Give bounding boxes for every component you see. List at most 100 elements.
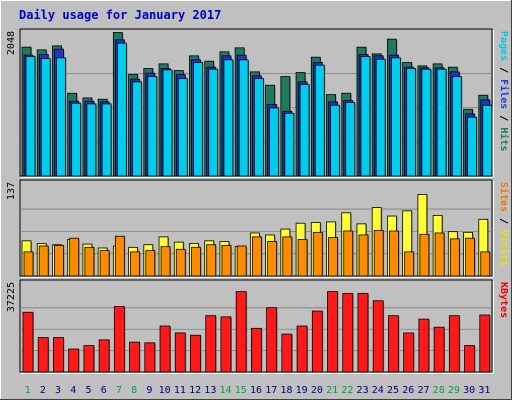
- bar-kbytes-21: [327, 291, 338, 373]
- bar-kbytes-6: [98, 339, 110, 373]
- bar-sites-28: [434, 232, 445, 277]
- bar-sites-13: [206, 244, 217, 277]
- y-max-label: 37225: [6, 282, 17, 312]
- bar-sites-11: [175, 248, 186, 277]
- bar-pages-15: [238, 59, 249, 177]
- legend-entry: Visits: [498, 230, 510, 266]
- x-tick-label-28: 28: [433, 385, 445, 396]
- bar-pages-14: [223, 59, 234, 177]
- x-tick-label-26: 26: [402, 385, 414, 396]
- x-tick-label-17: 17: [265, 385, 277, 396]
- x-tick-label-21: 21: [326, 385, 338, 396]
- bar-sites-24: [373, 229, 384, 277]
- bar-pages-24: [375, 58, 386, 177]
- bar-kbytes-1: [22, 311, 34, 373]
- bar-pages-17: [269, 107, 280, 177]
- bar-kbytes-8: [129, 341, 140, 373]
- x-tick-label-31: 31: [478, 385, 490, 396]
- bar-sites-31: [480, 251, 491, 277]
- bar-pages-20: [314, 64, 325, 177]
- x-tick-label-1: 1: [25, 385, 31, 396]
- x-tick-label-2: 2: [40, 385, 46, 396]
- legend-entry: Pages: [498, 31, 509, 61]
- x-tick-label-8: 8: [131, 385, 137, 396]
- bar-kbytes-19: [296, 325, 308, 373]
- bar-pages-10: [162, 69, 173, 177]
- bar-sites-18: [282, 236, 293, 277]
- chart-title: Daily usage for January 2017: [19, 8, 221, 22]
- bar-pages-1: [25, 56, 36, 177]
- bar-sites-1: [23, 251, 34, 277]
- bar-kbytes-9: [144, 342, 156, 373]
- bar-kbytes-31: [479, 314, 491, 373]
- x-tick-label-27: 27: [417, 385, 429, 396]
- legend-entry: KBytes: [498, 282, 509, 318]
- bar-kbytes-17: [266, 307, 278, 373]
- x-tick-label-6: 6: [101, 385, 107, 396]
- x-tick-label-24: 24: [372, 385, 384, 396]
- bar-sites-14: [221, 244, 232, 277]
- panel-middle: 137 Sites / Visits: [6, 179, 510, 278]
- bar-sites-19: [297, 239, 308, 277]
- x-tick-label-25: 25: [387, 385, 399, 396]
- bar-kbytes-24: [372, 300, 384, 373]
- bar-sites-4: [69, 237, 80, 277]
- bar-kbytes-25: [388, 315, 399, 373]
- panel-bottom: 37225 KBytes: [6, 279, 509, 374]
- bar-kbytes-7: [113, 306, 125, 373]
- x-tick-label-30: 30: [463, 385, 475, 396]
- x-tick-label-3: 3: [55, 385, 61, 396]
- bar-sites-21: [328, 237, 338, 277]
- legend-bottom: KBytes: [498, 282, 509, 318]
- bar-kbytes-4: [68, 348, 80, 373]
- bar-pages-11: [177, 78, 188, 177]
- bar-kbytes-23: [357, 292, 369, 373]
- bar-kbytes-2: [37, 337, 49, 373]
- bar-pages-4: [71, 102, 82, 177]
- bar-kbytes-3: [53, 337, 64, 373]
- bar-sites-7: [114, 235, 125, 277]
- x-tick-label-10: 10: [159, 385, 171, 396]
- bar-pages-30: [467, 116, 477, 177]
- legend-entry: Files: [498, 79, 510, 109]
- legend-entry: Sites: [498, 182, 510, 212]
- y-max-label: 2048: [6, 31, 17, 55]
- bar-sites-26: [404, 251, 415, 277]
- bar-sites-30: [465, 237, 475, 277]
- bar-kbytes-27: [418, 318, 430, 373]
- legend-entry: /: [498, 61, 509, 79]
- x-tick-label-18: 18: [280, 385, 292, 396]
- bar-kbytes-28: [433, 326, 445, 373]
- bar-pages-2: [40, 58, 51, 177]
- bar-pages-28: [436, 68, 447, 177]
- bar-kbytes-29: [448, 315, 460, 373]
- bar-kbytes-20: [311, 310, 323, 373]
- bar-kbytes-26: [403, 332, 415, 373]
- x-tick-label-29: 29: [448, 385, 460, 396]
- bar-pages-18: [284, 112, 295, 177]
- bar-pages-22: [345, 102, 356, 177]
- x-tick-label-20: 20: [311, 385, 323, 396]
- x-tick-label-16: 16: [250, 385, 262, 396]
- x-tick-label-13: 13: [204, 385, 216, 396]
- x-tick-label-9: 9: [146, 385, 152, 396]
- bar-kbytes-12: [190, 334, 201, 373]
- bar-kbytes-13: [205, 315, 217, 373]
- bar-sites-20: [312, 231, 323, 277]
- bar-sites-5: [84, 246, 95, 277]
- x-tick-label-19: 19: [296, 385, 308, 396]
- bar-pages-23: [360, 56, 371, 177]
- panel-top: 2048 Pages / Files / Hits: [6, 28, 510, 178]
- bar-pages-13: [208, 68, 219, 177]
- bar-pages-9: [147, 76, 158, 177]
- x-tick-label-7: 7: [116, 385, 122, 396]
- legend-entry: Hits: [498, 127, 510, 151]
- bar-pages-12: [193, 62, 203, 177]
- bar-pages-25: [391, 57, 401, 177]
- chart-panels: 2048 Pages / Files / Hits 137 Sites / Visit…: [6, 28, 510, 374]
- bar-sites-10: [160, 246, 171, 277]
- x-tick-label-23: 23: [357, 385, 369, 396]
- x-tick-label-5: 5: [86, 385, 92, 396]
- bar-sites-6: [99, 250, 110, 277]
- bar-kbytes-5: [83, 345, 95, 373]
